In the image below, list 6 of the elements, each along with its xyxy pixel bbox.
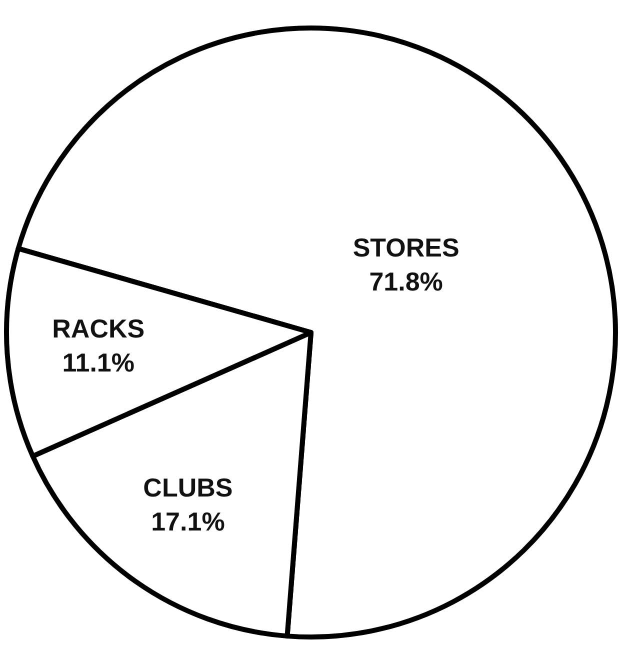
data-label: 11.1% (62, 347, 135, 378)
data-label: 17.1% (151, 506, 225, 537)
slice-label: CLUBS (143, 472, 233, 503)
data-label: 71.8% (369, 266, 443, 297)
slice-label: STORES (352, 232, 460, 263)
slice-label: RACKS (52, 313, 145, 344)
